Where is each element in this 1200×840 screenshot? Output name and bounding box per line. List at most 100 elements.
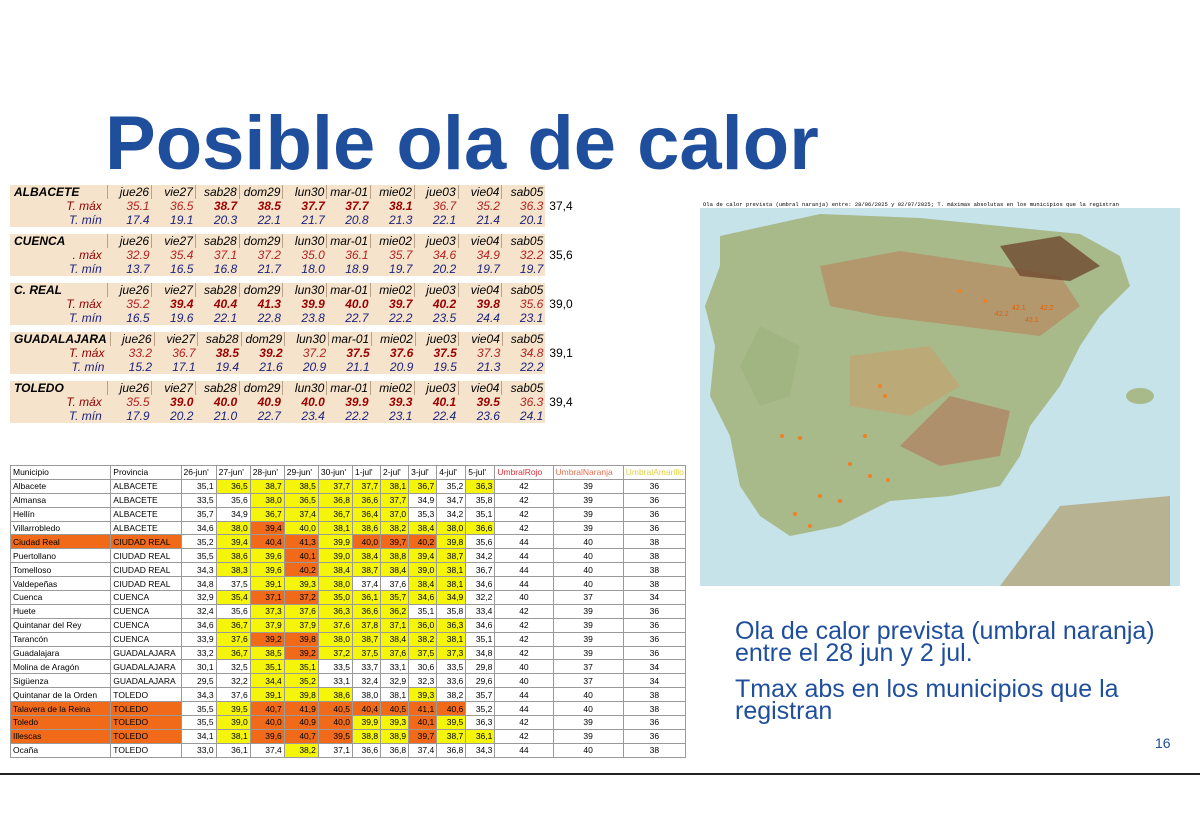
tmin-value: 17.4 (126, 213, 150, 227)
temp-cell: 40,7 (283, 728, 319, 744)
temp-cell: 37,9 (283, 617, 319, 633)
threshold-cell: 39 (552, 728, 624, 744)
temp-cell: 38,8 (351, 728, 382, 744)
heatwave-map: 42.2 42.1 42.2 42.1 Ola de calor previst… (700, 196, 1180, 586)
temp-cell: 37,1 (249, 590, 285, 605)
table-row: Albacete ALBACETE 35,1 36,5 38,7 38,5 37,7 37,7… (9, 478, 687, 494)
tmin-value: 20.8 (345, 213, 369, 227)
table-row: Hellín ALBACETE 35,7 34,9 36,7 37,4 36,7 36,4 37… (9, 506, 687, 522)
table-header: UmbralAmarillo (622, 465, 687, 480)
tmin-value: 17.9 (126, 409, 150, 423)
threshold-cell: 39 (552, 631, 624, 647)
temp-cell: 39,7 (380, 534, 410, 550)
tmin-value: 20.9 (302, 360, 327, 374)
temp-cell: 33,1 (317, 673, 353, 689)
temp-cell: 37,6 (380, 645, 410, 661)
tmin-value: 19.5 (433, 360, 457, 374)
threshold-cell: 40 (552, 701, 624, 717)
day-label: jue26 (107, 234, 152, 248)
temp-cell: 40,7 (249, 701, 285, 717)
threshold-cell: 42 (494, 715, 554, 730)
municipio-cell: Molina de Aragón (9, 659, 112, 675)
day-label: sab05 (501, 283, 546, 297)
temp-cell: 29,5 (180, 673, 217, 689)
day-label: sab05 (501, 234, 546, 248)
temp-cell: 38,1 (380, 687, 410, 703)
temp-cell: 37,7 (317, 478, 353, 494)
temp-cell: 39,9 (317, 534, 353, 550)
temp-cell: 36,7 (465, 562, 496, 578)
provincia-cell: TOLEDO (110, 687, 182, 703)
temp-cell: 34,1 (180, 728, 217, 744)
municipio-cell: Ocaña (9, 742, 112, 758)
municipio-cell: Albacete (9, 478, 112, 494)
tmax-value: 39.9 (345, 395, 369, 409)
temp-cell: 37,3 (436, 645, 467, 661)
temp-cell: 38,7 (351, 562, 382, 578)
threshold-cell: 44 (494, 742, 554, 758)
threshold-cell: 40 (552, 548, 624, 564)
provincia-cell: TOLEDO (110, 701, 182, 717)
table-row: Puertollano CIUDAD REAL 35,5 38,6 39,6 40,1 39… (9, 548, 687, 564)
threshold-cell: 39 (552, 645, 624, 661)
temp-cell: 34,6 (465, 576, 496, 592)
temp-cell: 37,7 (380, 492, 410, 508)
forecast-block: C. REAL jue26 vie27 sab28 dom29 lun30 mar-01 mi… (10, 283, 578, 325)
municipio-cell: Huete (9, 603, 112, 619)
tmax-value: 40.0 (213, 395, 238, 409)
threshold-cell: 40 (552, 576, 624, 592)
temp-cell: 37,8 (351, 617, 382, 633)
temp-cell: 36,6 (465, 520, 496, 536)
table-row: Quintanar de la Orden TOLEDO 34,3 37,6 39,1 3… (9, 687, 687, 703)
tmax-value: 39.3 (389, 395, 413, 409)
temp-cell: 34,3 (465, 742, 496, 758)
tmin-value: 23.8 (301, 311, 325, 325)
temp-cell: 39,8 (283, 687, 319, 703)
threshold-cell: 40 (552, 562, 624, 578)
tmin-value: 23.5 (432, 311, 457, 325)
province-name: ALBACETE (14, 185, 80, 199)
max-abs-value: 39,4 (545, 395, 578, 409)
temp-cell: 36,1 (465, 728, 496, 744)
temp-cell: 37,5 (351, 645, 382, 661)
tmax-value: 40.0 (345, 297, 369, 311)
table-row: Tarancón CUENCA 33,9 37,6 39,2 39,8 38,0 38,7 38… (9, 631, 687, 647)
day-label: sab28 (194, 283, 240, 297)
municipio-cell: Villarrobledo (9, 520, 112, 536)
tmin-value: 22.1 (213, 311, 238, 325)
temp-cell: 34,9 (215, 506, 251, 522)
temp-cell: 35,7 (380, 590, 410, 605)
municipio-cell: Toledo (9, 715, 112, 730)
map-label: 42.1 (1025, 317, 1039, 324)
temp-cell: 33,5 (436, 659, 467, 675)
table-header: 30-jun' (317, 465, 353, 480)
tmax-value: 36.3 (519, 395, 544, 409)
province-name: CUENCA (14, 234, 66, 248)
day-label: lun30 (282, 381, 327, 395)
threshold-cell: 44 (494, 576, 554, 592)
threshold-cell: 37 (552, 659, 624, 675)
threshold-cell: 40 (494, 659, 554, 675)
day-label: mie02 (370, 185, 415, 199)
tmin-value: 22.1 (432, 213, 457, 227)
temp-cell: 40,1 (283, 548, 319, 564)
temp-cell: 36,3 (465, 715, 496, 730)
day-label: lun30 (282, 283, 327, 297)
day-label: mie02 (370, 234, 415, 248)
tmax-value: 35.0 (301, 248, 325, 262)
tmax-value: 35.2 (126, 297, 150, 311)
day-label: vie27 (151, 185, 196, 199)
temp-cell: 32,9 (180, 590, 217, 605)
temp-cell: 37,6 (283, 603, 319, 619)
municipio-cell: Ciudad Real (9, 534, 112, 550)
temp-cell: 34,2 (465, 548, 496, 564)
tmin-value: 21.0 (213, 409, 238, 423)
temp-cell: 39,1 (249, 687, 285, 703)
tmin-value: 19.7 (519, 262, 544, 276)
temp-cell: 34,6 (180, 520, 217, 536)
threshold-cell: 36 (622, 520, 687, 536)
day-label: mar-01 (326, 283, 371, 297)
tmax-value: 37.7 (301, 199, 325, 213)
municipios-table: Municipio Provincia 26-jun' 27-jun' 28-jun' 2… (9, 465, 687, 758)
temp-cell: 35,7 (180, 506, 217, 522)
